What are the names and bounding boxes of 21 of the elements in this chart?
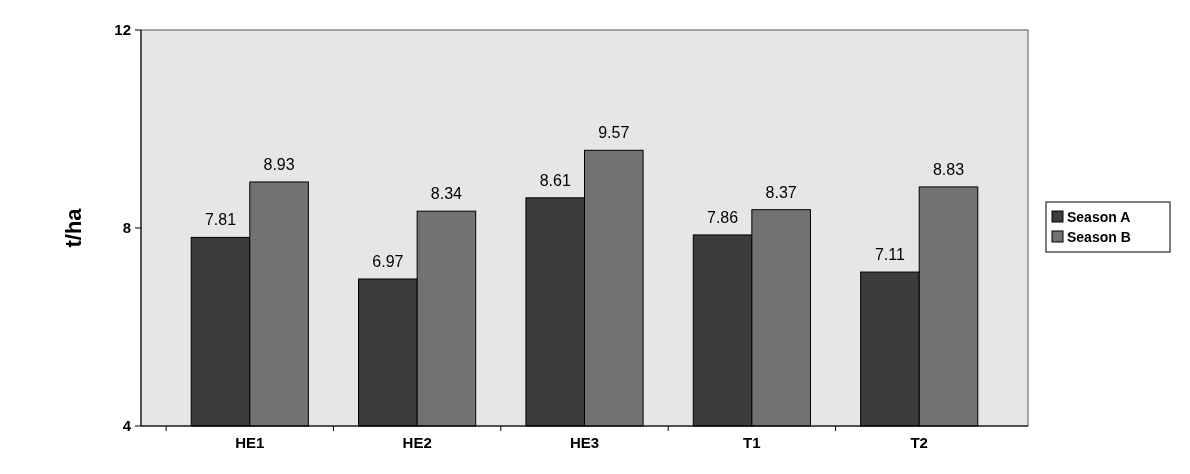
- legend-label: Season A: [1067, 208, 1131, 225]
- data-label: 8.34: [430, 185, 463, 203]
- data-label: 9.57: [598, 124, 630, 142]
- y-tick-label: 8: [122, 219, 131, 237]
- data-label: 6.97: [372, 252, 404, 270]
- data-label: 8.83: [932, 160, 965, 178]
- x-tick-label: HE1: [235, 434, 265, 451]
- data-label: 8.93: [263, 155, 295, 173]
- x-tick-label: HE2: [402, 434, 432, 451]
- data-label: 8.61: [539, 171, 571, 189]
- data-label: 8.37: [765, 183, 797, 201]
- y-tick-label: 12: [114, 21, 131, 39]
- y-axis-title: t/ha: [61, 207, 86, 248]
- data-label: 7.11: [874, 246, 906, 264]
- x-tick-label: HE3: [569, 434, 600, 451]
- y-tick-label: 4: [122, 417, 132, 435]
- data-label: 7.86: [707, 208, 739, 226]
- x-tick-label: T1: [743, 434, 761, 451]
- legend-label: Season B: [1067, 228, 1131, 245]
- x-tick-label: T2: [910, 434, 928, 451]
- data-label: 7.81: [204, 211, 237, 229]
